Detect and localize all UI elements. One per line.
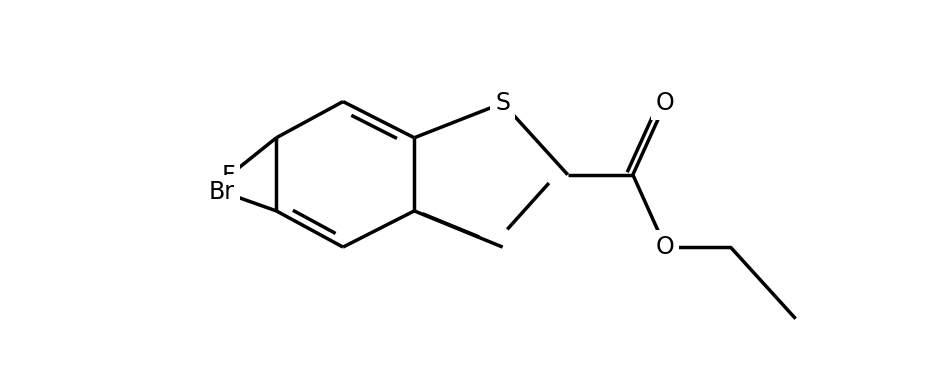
Text: Br: Br (209, 180, 236, 204)
Text: S: S (495, 91, 510, 115)
Text: F: F (221, 164, 236, 188)
Text: O: O (656, 91, 674, 115)
Text: O: O (656, 235, 674, 259)
